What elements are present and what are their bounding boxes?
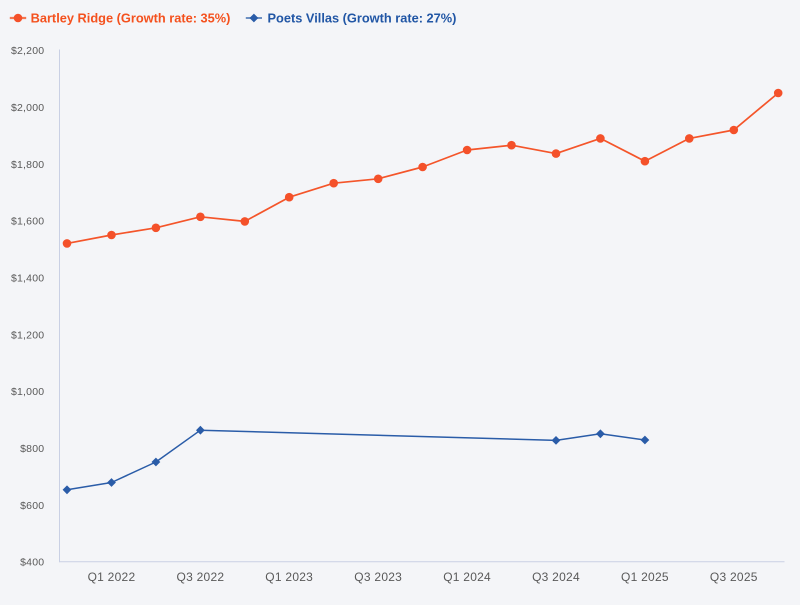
svg-text:Bartley Ridge (Growth rate: 35: Bartley Ridge (Growth rate: 35%) xyxy=(31,11,231,26)
svg-text:Q1 2022: Q1 2022 xyxy=(88,570,136,584)
svg-text:Poets Villas (Growth rate: 27%: Poets Villas (Growth rate: 27%) xyxy=(268,11,457,26)
svg-text:$1,400: $1,400 xyxy=(11,272,44,284)
svg-text:Q3 2025: Q3 2025 xyxy=(710,570,758,584)
svg-text:Q3 2023: Q3 2023 xyxy=(354,570,402,584)
svg-text:Q1 2024: Q1 2024 xyxy=(443,570,491,584)
svg-text:$1,000: $1,000 xyxy=(11,386,44,398)
svg-text:$1,800: $1,800 xyxy=(11,159,44,171)
svg-text:$1,200: $1,200 xyxy=(11,329,44,341)
svg-text:Q1 2025: Q1 2025 xyxy=(621,570,669,584)
svg-text:$1,600: $1,600 xyxy=(11,216,44,228)
svg-text:$2,000: $2,000 xyxy=(11,102,44,114)
svg-text:$800: $800 xyxy=(20,443,44,455)
svg-text:$600: $600 xyxy=(20,500,44,512)
svg-text:Q3 2024: Q3 2024 xyxy=(532,570,580,584)
svg-text:$400: $400 xyxy=(20,557,44,569)
svg-text:Q1 2023: Q1 2023 xyxy=(265,570,313,584)
svg-text:Q3 2022: Q3 2022 xyxy=(177,570,225,584)
svg-text:$2,200: $2,200 xyxy=(11,45,44,57)
